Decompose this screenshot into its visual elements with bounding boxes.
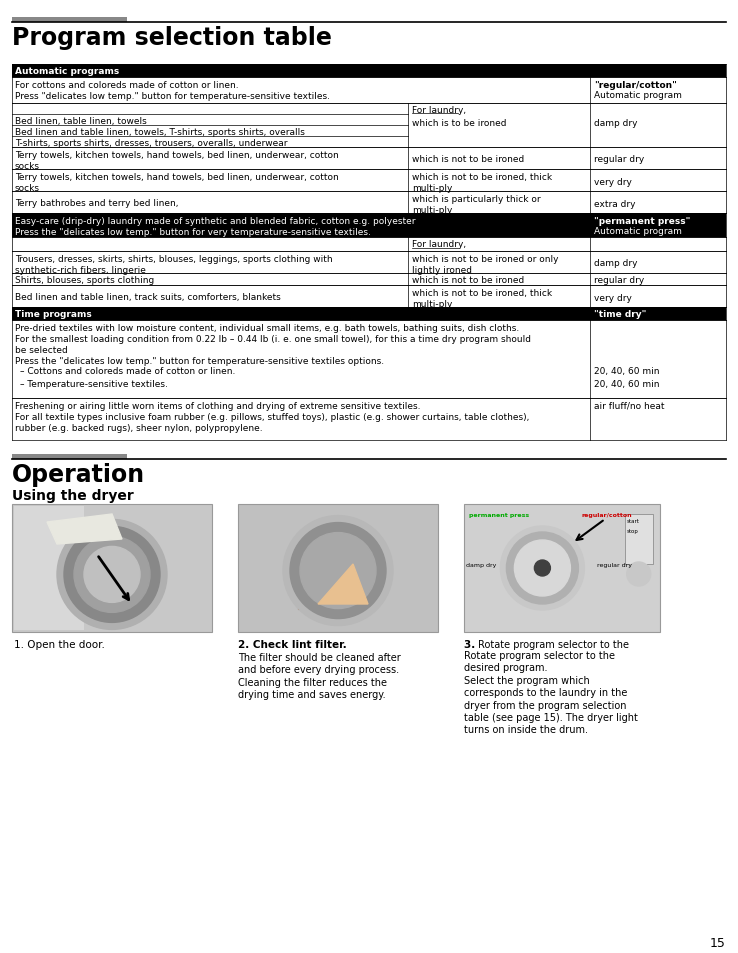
Text: "regular/cotton": "regular/cotton" bbox=[594, 81, 677, 90]
Text: very dry: very dry bbox=[594, 294, 632, 303]
Text: "permanent press": "permanent press" bbox=[594, 216, 691, 226]
Text: T-shirts, sports shirts, dresses, trousers, overalls, underwear: T-shirts, sports shirts, dresses, trouse… bbox=[15, 139, 288, 148]
Text: Automatic programs: Automatic programs bbox=[15, 67, 120, 76]
Bar bbox=[12, 308, 726, 320]
Text: Trousers, dresses, skirts, shirts, blouses, leggings, sports clothing with
synth: Trousers, dresses, skirts, shirts, blous… bbox=[15, 254, 333, 274]
Circle shape bbox=[283, 516, 393, 626]
Text: Time programs: Time programs bbox=[15, 310, 92, 318]
Text: 3.: 3. bbox=[464, 639, 479, 649]
Text: For cottons and coloreds made of cotton or linen.
Press "delicates low temp." bu: For cottons and coloreds made of cotton … bbox=[15, 81, 330, 101]
Bar bbox=[12, 252, 726, 274]
Circle shape bbox=[514, 540, 570, 597]
Text: which is not to be ironed, thick
multi-ply: which is not to be ironed, thick multi-p… bbox=[413, 172, 553, 193]
Circle shape bbox=[500, 526, 584, 610]
Bar bbox=[12, 65, 726, 78]
Text: Pre-dried textiles with low moisture content, individual small items, e.g. bath : Pre-dried textiles with low moisture con… bbox=[15, 324, 531, 366]
Text: which is particularly thick or
multi-ply: which is particularly thick or multi-ply bbox=[413, 194, 541, 214]
Text: Automatic program: Automatic program bbox=[594, 91, 682, 100]
Bar bbox=[12, 170, 726, 192]
Text: which is not to be ironed: which is not to be ironed bbox=[413, 154, 525, 164]
Text: start: start bbox=[627, 518, 640, 523]
Text: Using the dryer: Using the dryer bbox=[12, 489, 134, 502]
Text: regular dry: regular dry bbox=[594, 154, 644, 164]
Text: For laundry,: For laundry, bbox=[413, 240, 466, 249]
Circle shape bbox=[84, 547, 140, 602]
Text: permanent press: permanent press bbox=[469, 513, 529, 517]
Text: air fluff/no heat: air fluff/no heat bbox=[594, 401, 665, 411]
Text: damp dry: damp dry bbox=[594, 258, 638, 268]
Polygon shape bbox=[318, 564, 368, 604]
Bar bbox=[464, 504, 660, 633]
Text: stop: stop bbox=[627, 529, 638, 534]
Text: – Temperature-sensitive textiles.: – Temperature-sensitive textiles. bbox=[20, 379, 168, 389]
Bar bbox=[625, 515, 652, 564]
Polygon shape bbox=[47, 515, 122, 544]
Bar bbox=[12, 286, 726, 308]
Text: 20, 40, 60 min: 20, 40, 60 min bbox=[594, 379, 660, 389]
Bar bbox=[12, 213, 726, 237]
Text: which is to be ironed: which is to be ironed bbox=[413, 119, 507, 128]
Text: 1. Open the door.: 1. Open the door. bbox=[14, 639, 105, 649]
Bar bbox=[12, 148, 726, 170]
Circle shape bbox=[290, 523, 386, 618]
Text: Rotate program selector to the: Rotate program selector to the bbox=[478, 639, 629, 649]
Circle shape bbox=[300, 533, 376, 609]
Text: "time dry": "time dry" bbox=[594, 310, 646, 318]
Circle shape bbox=[74, 537, 150, 613]
Bar bbox=[12, 455, 127, 459]
Text: Shirts, blouses, sports clothing: Shirts, blouses, sports clothing bbox=[15, 275, 154, 285]
Text: 20, 40, 60 min: 20, 40, 60 min bbox=[594, 367, 660, 375]
Circle shape bbox=[534, 560, 551, 577]
Text: Automatic program: Automatic program bbox=[594, 227, 682, 235]
Bar bbox=[12, 78, 726, 104]
Text: – Cottons and coloreds made of cotton or linen.: – Cottons and coloreds made of cotton or… bbox=[20, 367, 235, 375]
Text: damp dry: damp dry bbox=[466, 562, 497, 567]
Text: regular/cotton: regular/cotton bbox=[582, 513, 632, 517]
Bar bbox=[12, 192, 726, 213]
Circle shape bbox=[627, 562, 651, 586]
Bar bbox=[12, 237, 726, 252]
Text: Program selection table: Program selection table bbox=[12, 26, 332, 50]
Text: which is not to be ironed or only
lightly ironed: which is not to be ironed or only lightl… bbox=[413, 254, 559, 274]
Bar bbox=[408, 104, 590, 148]
Text: Bed linen and table linen, track suits, comforters, blankets: Bed linen and table linen, track suits, … bbox=[15, 293, 280, 302]
Circle shape bbox=[57, 519, 167, 630]
Bar bbox=[298, 559, 368, 609]
Bar bbox=[12, 504, 212, 633]
Bar bbox=[12, 320, 726, 398]
Circle shape bbox=[506, 533, 579, 604]
Text: Operation: Operation bbox=[12, 462, 145, 486]
Bar bbox=[12, 18, 127, 23]
Text: Terry towels, kitchen towels, hand towels, bed linen, underwear, cotton
socks: Terry towels, kitchen towels, hand towel… bbox=[15, 151, 339, 171]
Text: 2. Check lint filter.: 2. Check lint filter. bbox=[238, 639, 347, 649]
Text: extra dry: extra dry bbox=[594, 200, 636, 209]
Text: The filter should be cleaned after
and before every drying process.
Cleaning the: The filter should be cleaned after and b… bbox=[238, 652, 401, 700]
Text: regular dry: regular dry bbox=[594, 275, 644, 285]
Bar bbox=[12, 398, 726, 440]
Text: Bed linen and table linen, towels, T-shirts, sports shirts, overalls: Bed linen and table linen, towels, T-shi… bbox=[15, 128, 305, 137]
Text: which is not to be ironed, thick
multi-ply: which is not to be ironed, thick multi-p… bbox=[413, 289, 553, 309]
Text: Rotate program selector to the
desired program.
Select the program which
corresp: Rotate program selector to the desired p… bbox=[464, 650, 638, 735]
Text: regular dry: regular dry bbox=[597, 562, 632, 567]
Text: 15: 15 bbox=[710, 936, 726, 949]
Circle shape bbox=[64, 527, 160, 622]
Text: Easy-care (drip-dry) laundry made of synthetic and blended fabric, cotton e.g. p: Easy-care (drip-dry) laundry made of syn… bbox=[15, 216, 415, 237]
Bar bbox=[12, 274, 726, 286]
Text: very dry: very dry bbox=[594, 178, 632, 187]
Text: Terry towels, kitchen towels, hand towels, bed linen, underwear, cotton
socks: Terry towels, kitchen towels, hand towel… bbox=[15, 172, 339, 193]
Text: which is not to be ironed: which is not to be ironed bbox=[413, 275, 525, 285]
Text: Terry bathrobes and terry bed linen,: Terry bathrobes and terry bed linen, bbox=[15, 199, 179, 208]
Text: Freshening or airing little worn items of clothing and drying of extreme sensiti: Freshening or airing little worn items o… bbox=[15, 401, 529, 433]
Text: damp dry: damp dry bbox=[594, 119, 638, 128]
Text: For laundry,: For laundry, bbox=[413, 106, 466, 115]
Text: Bed linen, table linen, towels: Bed linen, table linen, towels bbox=[15, 117, 147, 126]
Bar bbox=[14, 506, 84, 630]
Bar bbox=[238, 504, 438, 633]
